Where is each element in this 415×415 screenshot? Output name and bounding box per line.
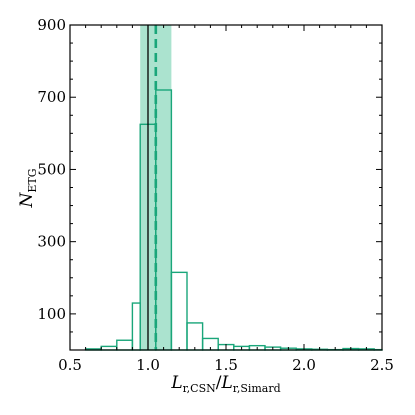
y-tick-label: 500: [37, 160, 66, 178]
y-tick-label: 100: [37, 305, 66, 323]
y-axis-label-sub: ETG: [26, 168, 39, 192]
y-tick-label: 300: [37, 233, 66, 251]
y-tick-label: 700: [37, 88, 66, 106]
x-axis-label-sep: /: [216, 373, 222, 393]
y-axis-label-main: N: [17, 192, 37, 209]
x-axis-label-main1: L: [170, 373, 182, 393]
x-axis-label-main2: L: [220, 373, 232, 393]
axes: 0.5 1.0 1.5 2.0 2.5 100 300 500 700 900: [37, 16, 394, 374]
y-tick-label: 900: [37, 16, 66, 34]
x-axis-label-sub1: r,CSN: [183, 382, 216, 395]
x-axis-label-sub2: r,Simard: [233, 382, 281, 395]
x-tick-label: 2.0: [292, 356, 316, 374]
x-tick-label: 2.5: [370, 356, 394, 374]
x-tick-label: 1.0: [136, 356, 160, 374]
x-tick-label: 0.5: [58, 356, 82, 374]
x-tick-label: 1.5: [214, 356, 238, 374]
x-axis-label: Lr,CSN/Lr,Simard: [170, 373, 280, 395]
y-axis-label: NETG: [17, 168, 39, 208]
